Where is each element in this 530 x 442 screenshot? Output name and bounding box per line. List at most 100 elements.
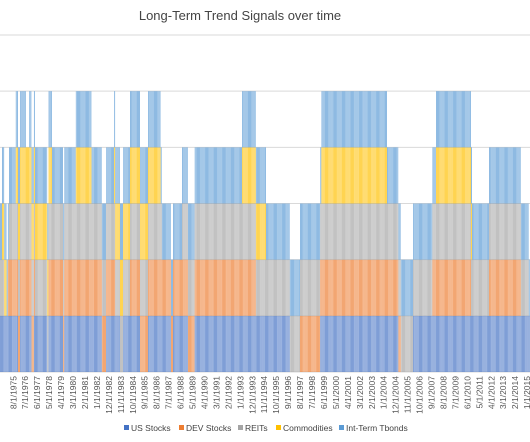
bar-segment xyxy=(121,203,122,260)
bar-segment xyxy=(63,203,65,260)
bar-segment xyxy=(342,91,343,148)
bar-segment xyxy=(202,259,204,316)
bar-segment xyxy=(328,259,330,316)
bar-segment xyxy=(278,203,280,260)
legend-item: Int-Term Tbonds xyxy=(339,423,408,433)
bar-segment xyxy=(419,203,420,260)
bar-segment xyxy=(29,203,31,260)
bar-segment xyxy=(140,315,142,372)
bar-segment xyxy=(371,259,373,316)
bar-segment xyxy=(327,259,328,316)
bar-segment xyxy=(47,259,49,316)
bar-segment xyxy=(152,91,154,148)
bar-segment xyxy=(149,203,151,260)
bar-segment xyxy=(379,91,381,148)
bar-segment xyxy=(88,147,90,204)
bar-segment xyxy=(19,259,20,316)
bar-segment xyxy=(300,203,301,260)
bar-segment xyxy=(472,259,473,316)
bar-segment xyxy=(467,259,469,316)
bar-segment xyxy=(445,315,446,372)
bar-segment xyxy=(294,315,296,372)
bar-segment xyxy=(151,91,153,148)
bar-segment xyxy=(514,315,515,372)
bar-segment xyxy=(452,91,454,148)
bar-segment xyxy=(446,203,447,260)
bar-segment xyxy=(305,203,307,260)
bar-segment xyxy=(130,147,131,204)
bar-segment xyxy=(329,91,331,148)
bar-segment xyxy=(399,259,401,316)
bar-segment xyxy=(390,315,392,372)
bar-segment xyxy=(365,315,367,372)
bar-segment xyxy=(225,147,227,204)
bar-segment xyxy=(73,203,75,260)
bar-segment xyxy=(152,259,154,316)
bar-segment xyxy=(320,315,322,372)
bar-segment xyxy=(191,315,193,372)
bar-segment xyxy=(237,147,239,204)
bar-segment xyxy=(436,259,437,316)
bar-segment xyxy=(7,315,9,372)
bar-segment xyxy=(31,147,33,204)
bar-segment xyxy=(408,259,410,316)
bar-segment xyxy=(71,203,73,260)
bar-segment xyxy=(439,91,441,148)
bar-segment xyxy=(3,203,5,260)
bar-segment xyxy=(527,259,529,316)
bar-segment xyxy=(468,203,470,260)
bar-segment xyxy=(387,203,388,260)
bar-segment xyxy=(125,259,127,316)
bar-segment xyxy=(416,259,418,316)
bar-segment xyxy=(517,147,519,204)
bar-segment xyxy=(201,147,203,204)
bar-segment xyxy=(197,203,198,260)
bar-segment xyxy=(77,259,78,316)
bar-segment xyxy=(476,259,478,316)
bar-segment xyxy=(253,315,255,372)
bar-segment xyxy=(460,315,462,372)
bar-segment xyxy=(466,147,468,204)
bar-segment xyxy=(203,315,205,372)
bar-segment xyxy=(476,203,478,260)
bar-segment xyxy=(446,91,447,148)
bar-segment xyxy=(148,203,150,260)
bar-segment xyxy=(231,259,232,316)
bar-segment xyxy=(142,203,144,260)
bar-segment xyxy=(39,147,41,204)
bar-segment xyxy=(420,259,421,316)
bar-segment xyxy=(202,203,204,260)
bar-segment xyxy=(268,203,270,260)
bar-segment xyxy=(210,203,212,260)
bar-segment xyxy=(467,91,469,148)
bar-segment xyxy=(485,259,487,316)
bar-segment xyxy=(211,315,213,372)
bar-segment xyxy=(417,203,419,260)
bar-segment xyxy=(167,203,169,260)
legend-swatch xyxy=(339,425,344,430)
bar-segment xyxy=(382,315,384,372)
bar-segment xyxy=(26,259,27,316)
bar-segment xyxy=(23,147,25,204)
bar-segment xyxy=(184,203,186,260)
legend-label: US Stocks xyxy=(131,423,171,433)
bar-segment xyxy=(87,259,88,316)
bar-segment xyxy=(158,259,160,316)
bar-segment xyxy=(139,315,140,372)
bar-segment xyxy=(432,147,434,204)
bar-segment xyxy=(524,259,526,316)
x-tick-label: 11/1/2005 xyxy=(403,376,413,413)
bar-segment xyxy=(33,315,35,372)
bar-segment xyxy=(385,91,386,148)
bar-segment xyxy=(287,259,289,316)
bar-segment xyxy=(329,315,331,372)
bar-segment xyxy=(21,203,23,260)
bar-segment xyxy=(121,315,122,372)
bar-segment xyxy=(458,147,460,204)
bar-segment xyxy=(161,315,163,372)
bar-segment xyxy=(274,315,275,372)
bar-segment xyxy=(506,259,507,316)
bar-segment xyxy=(80,259,82,316)
bar-segment xyxy=(2,315,3,372)
bar-segment xyxy=(236,203,238,260)
